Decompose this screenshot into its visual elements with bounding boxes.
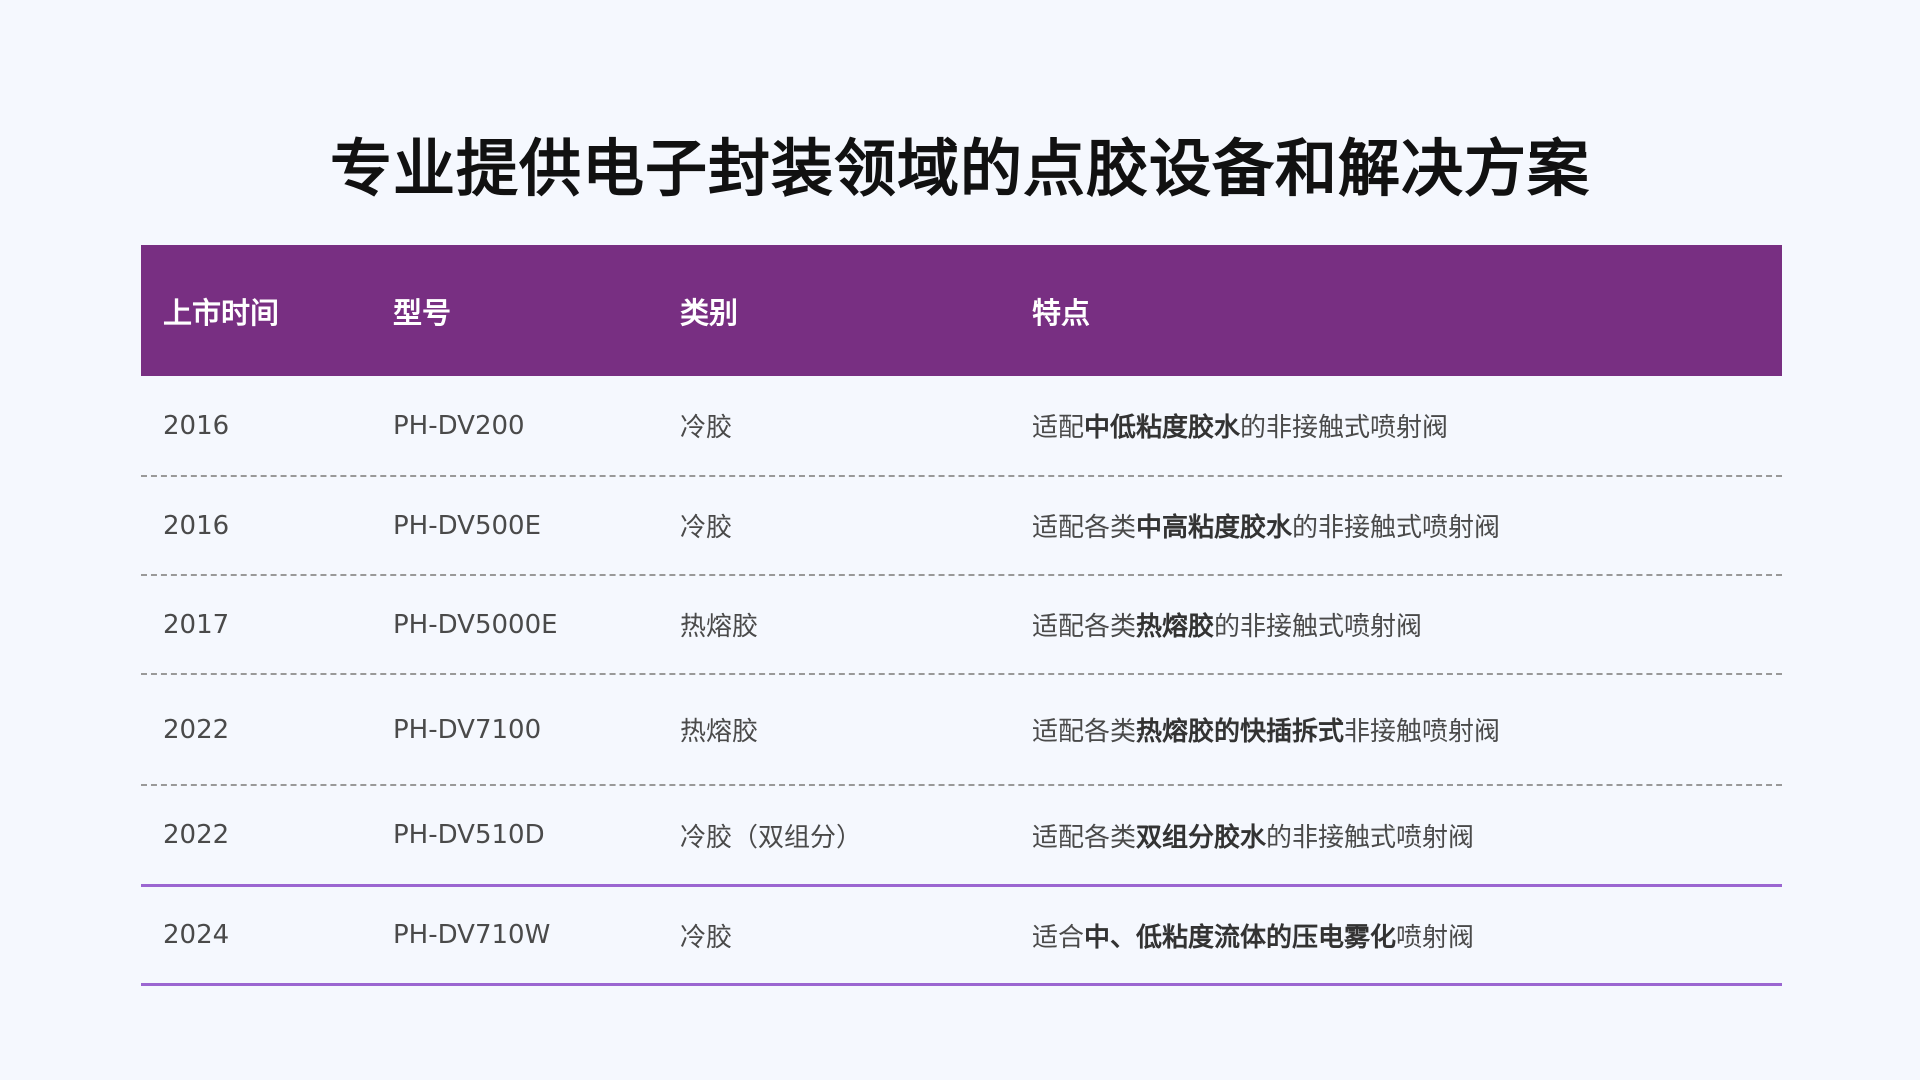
cell-model: PH-DV200 [393, 410, 525, 441]
cell-model: PH-DV500E [393, 510, 542, 541]
feature-text: 适配各类 [1032, 513, 1137, 543]
cell-year: 2017 [163, 609, 230, 640]
product-table: 上市时间 型号 类别 特点 2016 PH-DV200 冷胶 适配中低粘度胶水的非接触… [141, 245, 1782, 986]
cell-year: 2016 [163, 510, 230, 541]
feature-highlight: 双组分胶水 [1136, 822, 1267, 853]
cell-feature: 适配中低粘度胶水的非接触式喷射阀 [1032, 407, 1448, 444]
feature-text: 的非接触式喷射阀 [1240, 413, 1449, 443]
header-category: 类别 [680, 295, 739, 330]
feature-highlight: 热熔胶的快插拆式 [1136, 717, 1345, 747]
cell-model: PH-DV5000E [393, 609, 558, 640]
feature-highlight: 中高粘度胶水 [1136, 513, 1293, 543]
feature-text: 喷射阀 [1396, 922, 1475, 953]
cell-feature: 适合中、低粘度流体的压电雾化喷射阀 [1032, 917, 1474, 954]
header-model: 型号 [393, 295, 452, 330]
feature-text: 的非接触式喷射阀 [1214, 612, 1423, 642]
feature-highlight: 热熔胶 [1136, 612, 1215, 642]
cell-category: 冷胶（双组分） [680, 822, 863, 853]
cell-feature: 适配各类热熔胶的快插拆式非接触喷射阀 [1032, 711, 1500, 748]
table-row: 2016 PH-DV500E 冷胶 适配各类中高粘度胶水的非接触式喷射阀 [141, 477, 1782, 576]
cell-model: PH-DV710W [393, 920, 551, 950]
feature-text: 适配各类 [1032, 822, 1137, 853]
table-row: 2024 PH-DV710W 冷胶 适合中、低粘度流体的压电雾化喷射阀 [141, 887, 1782, 986]
feature-text: 适配各类 [1032, 717, 1137, 747]
table-row: 2016 PH-DV200 冷胶 适配中低粘度胶水的非接触式喷射阀 [141, 376, 1782, 477]
header-features: 特点 [1032, 295, 1091, 330]
header-launch-date: 上市时间 [163, 295, 280, 330]
feature-text: 的非接触式喷射阀 [1292, 513, 1501, 543]
feature-highlight: 中、低粘度流体的压电雾化 [1084, 922, 1397, 953]
feature-text: 适合 [1032, 922, 1085, 953]
cell-year: 2022 [163, 714, 230, 745]
feature-text: 适配 [1032, 413, 1085, 443]
table-row: 2017 PH-DV5000E 热熔胶 适配各类热熔胶的非接触式喷射阀 [141, 576, 1782, 675]
cell-category: 冷胶 [680, 413, 733, 443]
cell-year: 2024 [163, 920, 230, 950]
cell-category: 热熔胶 [680, 717, 759, 747]
cell-model: PH-DV510D [393, 820, 545, 850]
feature-text: 的非接触式喷射阀 [1266, 822, 1475, 853]
cell-category: 热熔胶 [680, 612, 759, 642]
page-title: 专业提供电子封装领域的点胶设备和解决方案 [329, 132, 1590, 205]
cell-model: PH-DV7100 [393, 714, 542, 745]
feature-text: 非接触喷射阀 [1344, 717, 1501, 747]
cell-feature: 适配各类双组分胶水的非接触式喷射阀 [1032, 817, 1474, 854]
table-header: 上市时间 型号 类别 特点 [141, 245, 1782, 376]
cell-feature: 适配各类热熔胶的非接触式喷射阀 [1032, 606, 1422, 643]
feature-highlight: 中低粘度胶水 [1084, 413, 1241, 443]
cell-feature: 适配各类中高粘度胶水的非接触式喷射阀 [1032, 507, 1500, 544]
cell-year: 2022 [163, 820, 230, 850]
table-row: 2022 PH-DV7100 热熔胶 适配各类热熔胶的快插拆式非接触喷射阀 [141, 675, 1782, 786]
cell-year: 2016 [163, 410, 230, 441]
cell-category: 冷胶 [680, 513, 733, 543]
feature-text: 适配各类 [1032, 612, 1137, 642]
table-row: 2022 PH-DV510D 冷胶（双组分） 适配各类双组分胶水的非接触式喷射阀 [141, 786, 1782, 887]
cell-category: 冷胶 [680, 922, 733, 953]
